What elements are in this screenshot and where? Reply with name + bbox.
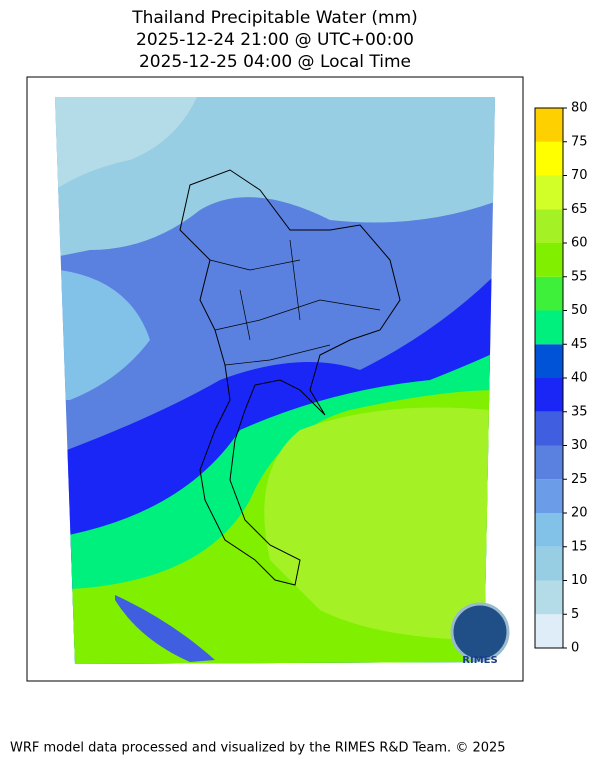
color-level	[535, 310, 563, 345]
color-level	[535, 513, 563, 547]
field	[55, 270, 150, 400]
tick-label: 10	[571, 573, 588, 588]
tick-label: 70	[571, 168, 588, 183]
color-level	[535, 141, 563, 176]
color-level	[535, 378, 563, 412]
province-borders	[209, 239, 381, 366]
color-level	[535, 614, 563, 648]
tick-label: 30	[571, 438, 588, 453]
title-line: 2025-12-24 21:00 @ UTC+00:00	[136, 30, 414, 50]
field	[264, 407, 490, 640]
color-level	[535, 546, 563, 581]
color-level	[535, 344, 563, 378]
color-level	[535, 243, 563, 277]
map-frame	[26, 76, 524, 682]
color-level	[535, 209, 563, 243]
color-level	[535, 276, 563, 311]
title-line: Thailand Precipitable Water (mm)	[131, 8, 418, 28]
color-level	[535, 479, 563, 513]
tick-label: 15	[571, 539, 588, 554]
color-level	[535, 175, 563, 210]
tick-label: 0	[571, 641, 579, 656]
footer: WRF model data processed and visualized …	[10, 741, 506, 756]
country-outline	[179, 169, 401, 586]
tick-label: 40	[571, 371, 588, 386]
tick-label: 45	[571, 337, 588, 352]
tick-label: 60	[571, 236, 588, 251]
title-line: 2025-12-25 04:00 @ Local Time	[139, 52, 411, 72]
tick-label: 80	[571, 101, 588, 116]
color-level	[535, 108, 563, 142]
tick-label: 5	[571, 607, 579, 622]
tick-label: 55	[571, 269, 588, 284]
color-level	[535, 580, 563, 615]
tick-label: 50	[571, 303, 588, 318]
tick-label: 20	[571, 506, 588, 521]
tick-label: 25	[571, 472, 588, 487]
tick-label: 65	[571, 202, 588, 217]
map: RIMES	[26, 76, 524, 682]
color-level	[535, 411, 563, 446]
tick-label: 75	[571, 134, 588, 149]
field	[115, 595, 215, 662]
tick-label: 35	[571, 404, 588, 419]
colorbar: 0 5 10 15 20 25 30 35 40 45 50 55 60 65 70 75 80	[534, 101, 588, 656]
logo-text: RIMES	[462, 655, 497, 666]
logo	[450, 602, 510, 662]
field	[55, 97, 200, 200]
color-level	[535, 445, 563, 480]
